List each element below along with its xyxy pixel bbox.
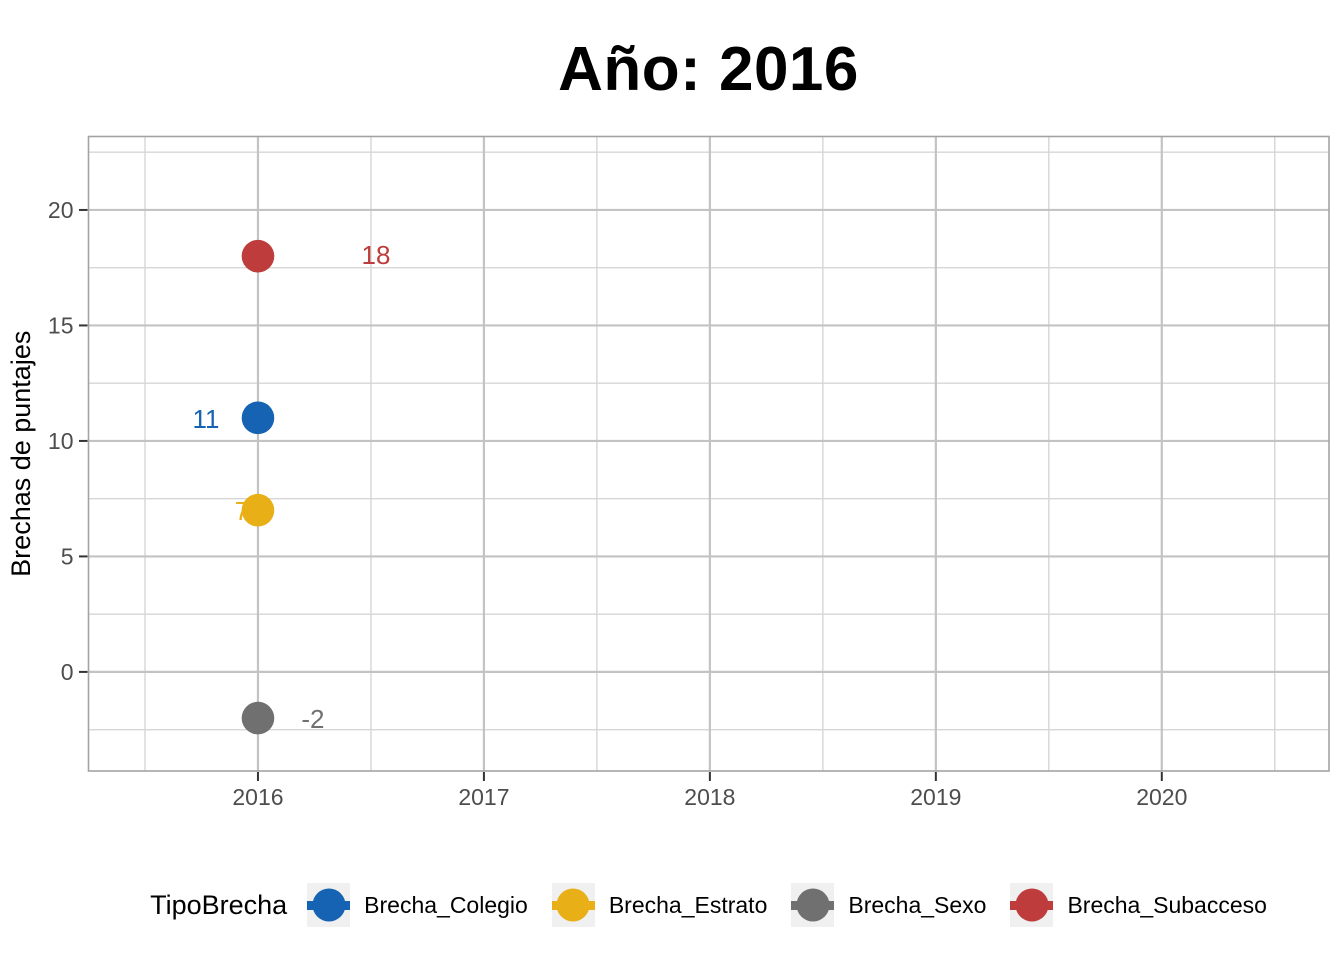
data-point-Brecha_Colegio [241, 401, 275, 435]
data-point-Brecha_Subacceso [241, 239, 275, 273]
point-value-label-Brecha_Colegio: 11 [192, 404, 219, 434]
y-tick-label: 5 [61, 543, 74, 569]
legend-item-Brecha_Estrato: Brecha_Estrato [551, 883, 768, 927]
point-value-label-Brecha_Sexo: -2 [301, 704, 324, 734]
x-tick-label: 2020 [1136, 784, 1187, 810]
panel-border [87, 135, 1330, 772]
legend-key-icon-Brecha_Estrato [551, 883, 595, 927]
legend-item-Brecha_Colegio: Brecha_Colegio [307, 883, 528, 927]
chart-title: Año: 2016 [558, 35, 859, 104]
legend-key-dot [1015, 888, 1049, 922]
legend-key-dot [312, 888, 346, 922]
x-tick-label: 2016 [232, 784, 283, 810]
y-tick-label: 0 [61, 659, 74, 685]
data-point-Brecha_Estrato [241, 493, 275, 527]
data-point-Brecha_Sexo [241, 701, 275, 735]
legend-item-Brecha_Subacceso: Brecha_Subacceso [1010, 883, 1267, 927]
legend-item-label: Brecha_Subacceso [1067, 891, 1267, 918]
legend-key-icon-Brecha_Sexo [791, 883, 835, 927]
legend-key-dot [796, 888, 830, 922]
x-tick-label: 2017 [458, 784, 509, 810]
x-tick-label: 2018 [684, 784, 735, 810]
legend: TipoBrecha Brecha_Colegio Brecha_Estrato B… [88, 881, 1329, 929]
plot-panel: 0 5 10 15 20 2016 2017 2018 2019 2020 Brechas de p… [6, 135, 1330, 810]
point-value-label-Brecha_Subacceso: 18 [362, 240, 391, 270]
y-axis-title: Brechas de puntajes [6, 331, 36, 577]
x-tick-label: 2019 [910, 784, 961, 810]
legend-title: TipoBrecha [150, 889, 288, 920]
y-tick-label: 20 [48, 197, 74, 223]
legend-item-label: Brecha_Colegio [364, 891, 528, 918]
legend-key-dot [556, 888, 590, 922]
legend-key-icon-Brecha_Subacceso [1010, 883, 1054, 927]
y-tick-label: 10 [48, 428, 74, 454]
legend-key-icon-Brecha_Colegio [307, 883, 351, 927]
legend-item-Brecha_Sexo: Brecha_Sexo [791, 883, 986, 927]
legend-item-label: Brecha_Estrato [608, 891, 768, 918]
legend-item-label: Brecha_Sexo [848, 891, 987, 918]
y-tick-label: 15 [48, 312, 74, 338]
